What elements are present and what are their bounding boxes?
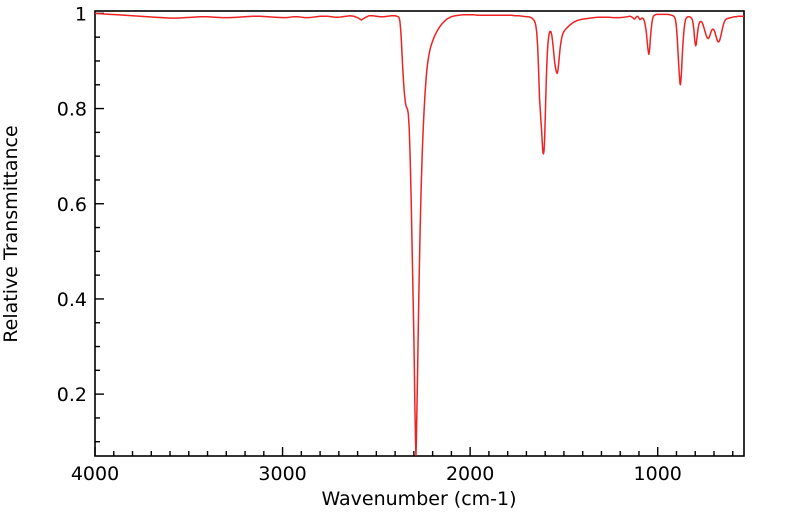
plot-frame <box>94 10 745 457</box>
data-series-line <box>95 12 744 456</box>
y-tick-label: 1 <box>75 3 87 25</box>
x-tick-label: 1000 <box>634 463 682 485</box>
x-tick-label: 2000 <box>446 463 494 485</box>
x-axis-ticks <box>94 447 734 456</box>
y-tick-label: 0.2 <box>57 384 87 406</box>
y-tick-label: 0.6 <box>57 194 87 216</box>
x-axis-title: Wavenumber (cm-1) <box>321 488 516 510</box>
spectrum-line <box>95 12 744 456</box>
y-tick-label: 0.4 <box>57 289 87 311</box>
x-tick-label: 3000 <box>258 463 306 485</box>
x-axis-tick-labels: 4000 3000 2000 1000 <box>71 463 682 485</box>
x-tick-label: 4000 <box>71 463 119 485</box>
y-axis-title: Relative Transmittance <box>0 125 22 342</box>
y-tick-label: 0.8 <box>57 99 87 121</box>
y-axis-tick-labels: 0.2 0.4 0.6 0.8 1 <box>57 3 87 406</box>
y-axis-ticks <box>95 12 104 443</box>
